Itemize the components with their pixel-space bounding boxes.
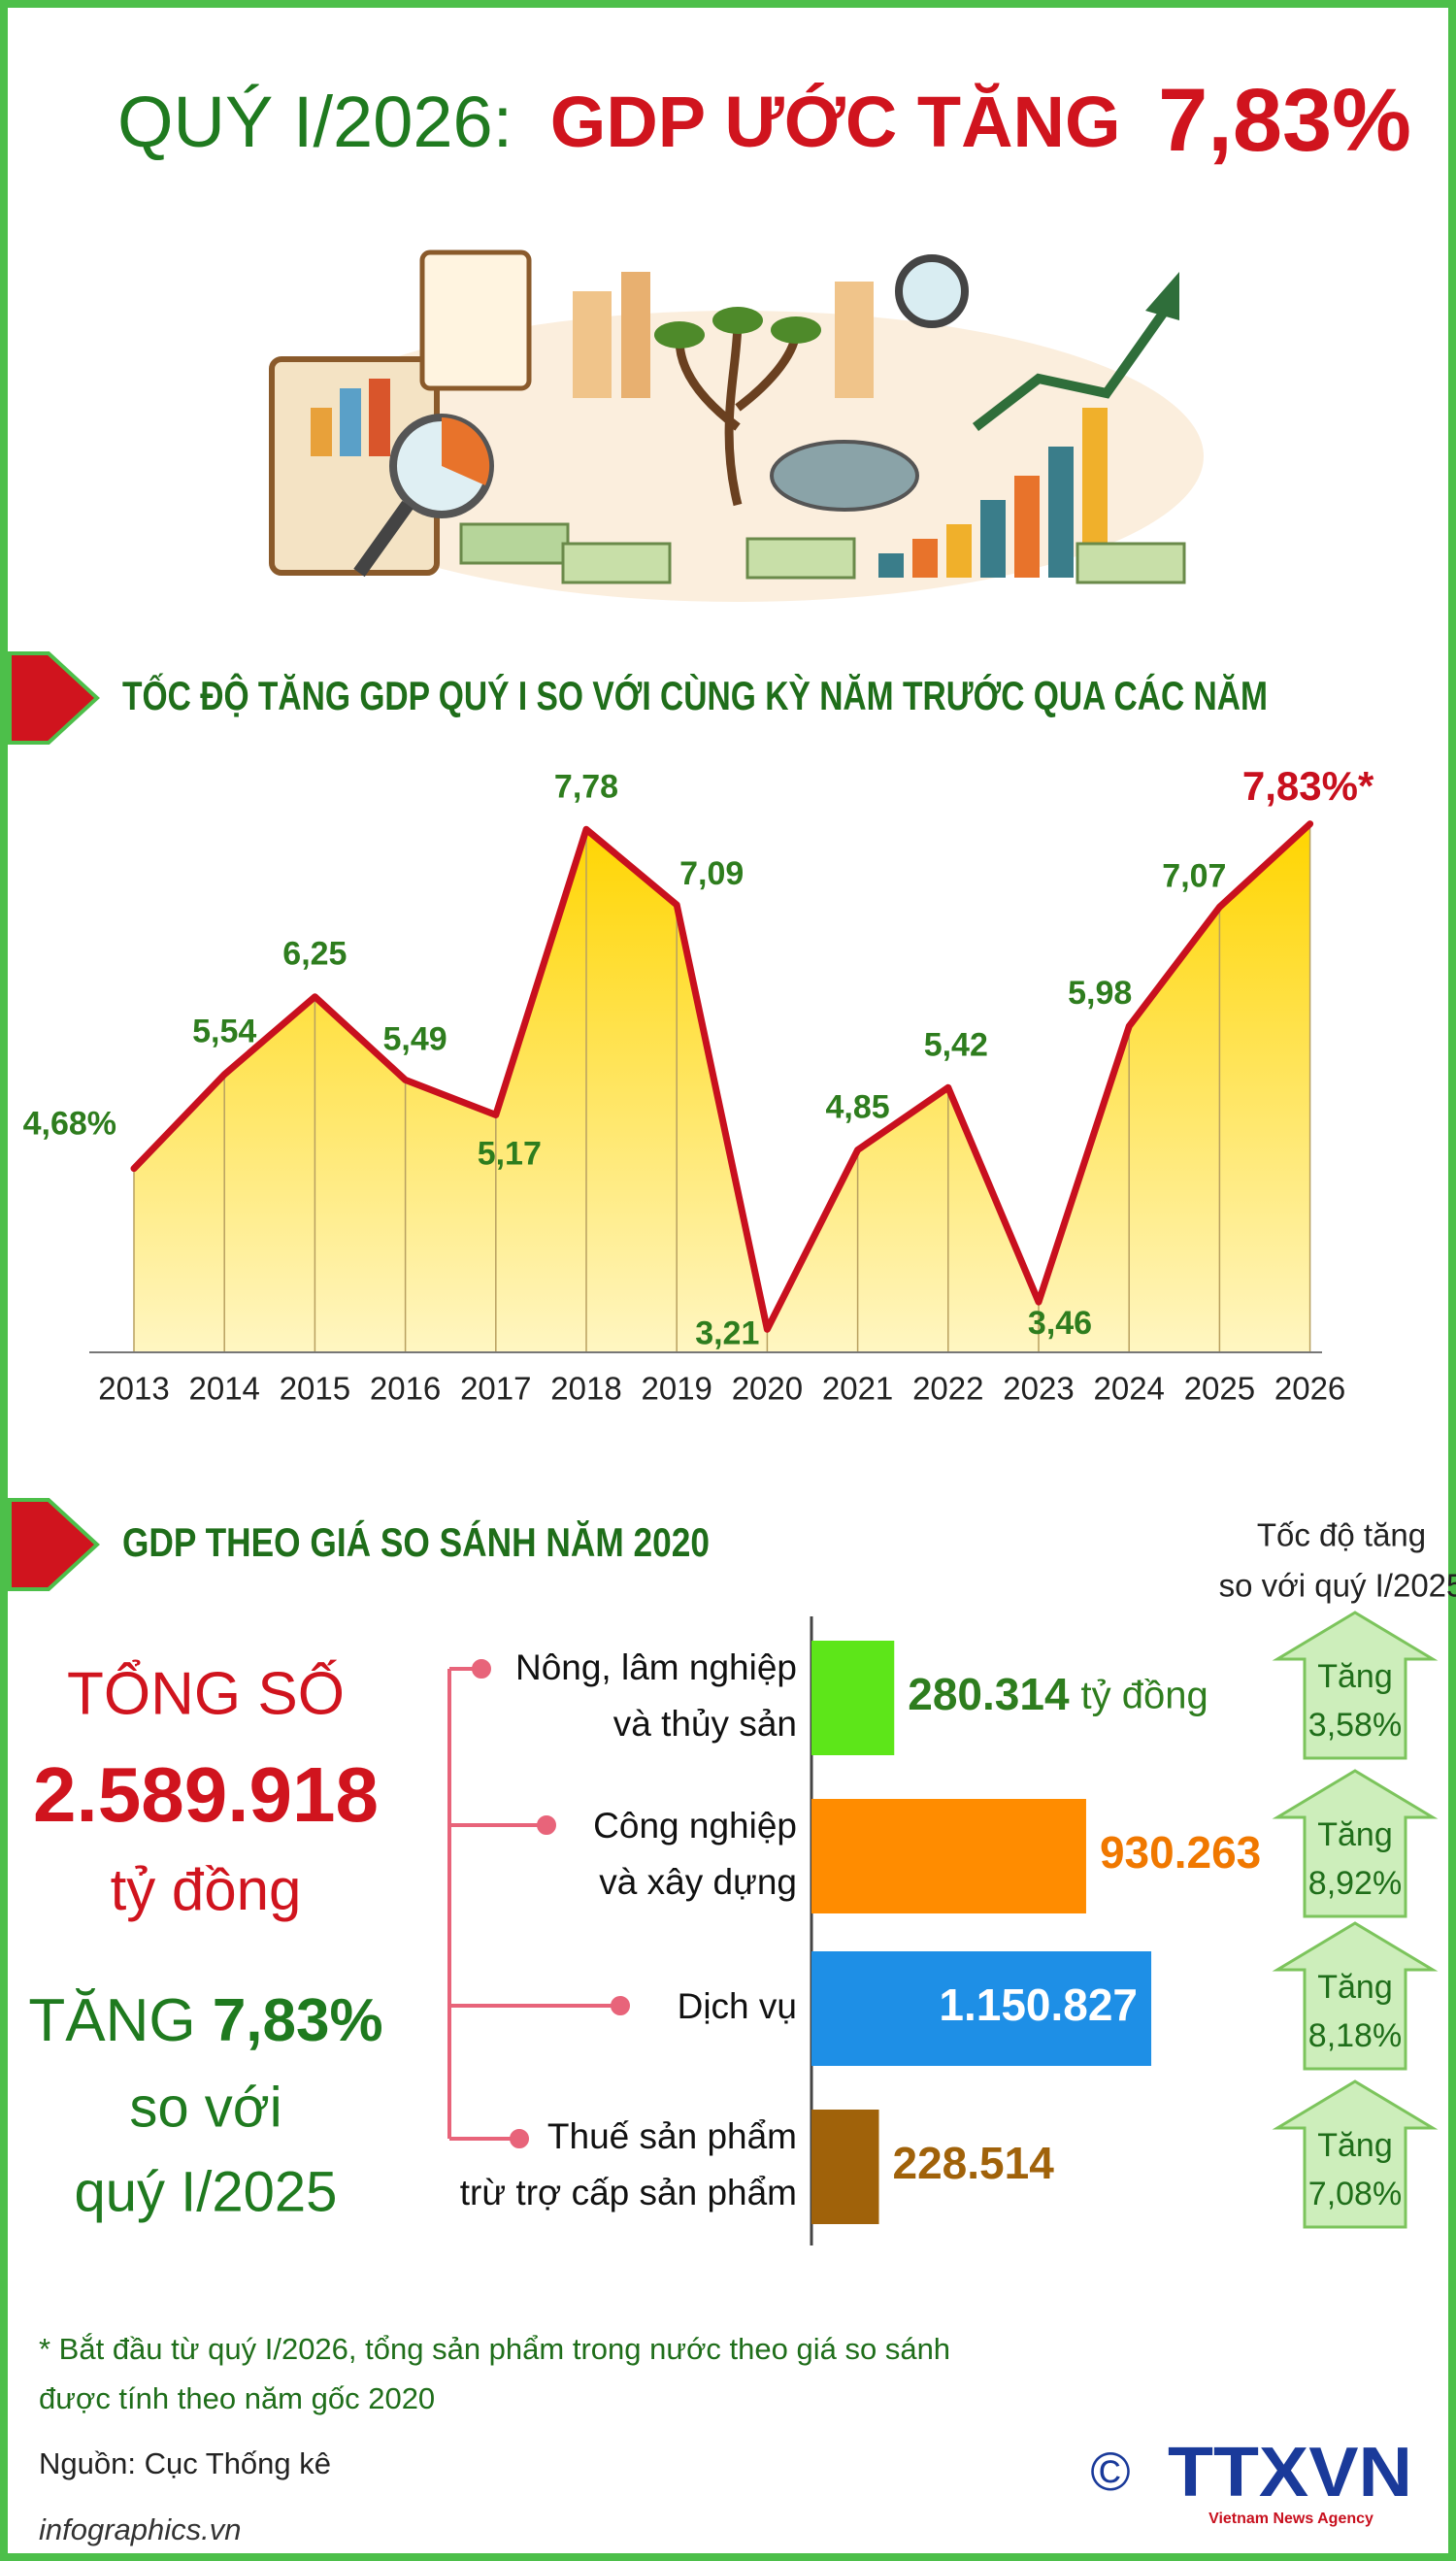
logo: TTXVN	[1168, 2434, 1412, 2511]
growth-title: so với quý I/2025	[1219, 1568, 1456, 1604]
section-marker	[8, 651, 100, 745]
section-title: TỐC ĐỘ TĂNG GDP QUÝ I SO VỚI CÙNG KỲ NĂM…	[122, 672, 1268, 718]
section-title: GDP THEO GIÁ SO SÁNH NĂM 2020	[122, 1519, 710, 1565]
x-tick-label: 2023	[1003, 1371, 1074, 1407]
value-label: 5,42	[924, 1026, 988, 1063]
x-tick-label: 2026	[1274, 1371, 1345, 1407]
x-tick-label: 2020	[732, 1371, 803, 1407]
value-label: 930.263	[1100, 1827, 1261, 1878]
website: infographics.vn	[39, 2512, 242, 2546]
growth-value: 7,08%	[1308, 2176, 1402, 2212]
value-label: 228.514	[893, 2138, 1055, 2188]
category-label: Dịch vụ	[678, 1986, 797, 2026]
total-value: 2.589.918	[33, 1751, 379, 1838]
bar-chart: Nông, lâm nghiệp và thủy sản 280.314 tỷ đồn…	[460, 1611, 1439, 2229]
footnote: * Bắt đầu từ quý I/2026, tổng sản phẩm t…	[39, 2332, 950, 2366]
value-label: 6,25	[282, 936, 347, 973]
growth-word: TĂNG	[28, 1987, 195, 2054]
title: QUÝ I/2026: GDP ƯỚC TĂNG 7,83%	[117, 71, 1411, 170]
category-label: Công nghiệp	[593, 1806, 797, 1846]
bar	[811, 2110, 879, 2224]
bar	[811, 1799, 1086, 1913]
bar	[811, 1951, 1152, 2066]
growth-title: Tốc độ tăng	[1257, 1517, 1426, 1553]
title-part: GDP ƯỚC TĂNG	[550, 82, 1121, 162]
value-label: 5,98	[1068, 975, 1132, 1012]
value-label: 5,17	[478, 1135, 542, 1172]
value-label: 7,09	[679, 855, 744, 892]
value-label: 3,46	[1028, 1305, 1092, 1342]
source: Nguồn: Cục Thống kê	[39, 2446, 331, 2480]
growth-word: Tăng	[1317, 2127, 1393, 2164]
category-label: và thủy sản	[613, 1704, 797, 1744]
unit-label: tỷ đồng	[1081, 1675, 1208, 1717]
value-label: 7,07	[1162, 857, 1226, 894]
x-tick-label: 2017	[460, 1371, 531, 1407]
value-label: 7,78	[554, 768, 618, 805]
total-label: TỔNG SỐ	[67, 1659, 345, 1727]
value-label: 5,49	[383, 1020, 447, 1057]
value-label: 3,21	[695, 1314, 759, 1351]
x-tick-label: 2024	[1093, 1371, 1164, 1407]
value-label: 280.314	[908, 1669, 1070, 1719]
compare: so với	[129, 2076, 281, 2139]
agency: Vietnam News Agency	[1208, 2511, 1373, 2527]
growth-line: TĂNG 7,83%	[28, 1987, 382, 2054]
x-tick-label: 2018	[550, 1371, 621, 1407]
bracket	[447, 1659, 630, 2148]
section-marker	[8, 1498, 100, 1591]
title-part: QUÝ I/2026:	[117, 82, 513, 162]
growth-value: 8,18%	[1308, 2017, 1402, 2054]
growth-arrow	[1272, 2079, 1439, 2229]
category-label: Thuế sản phẩm	[547, 2116, 797, 2156]
growth-word: Tăng	[1317, 1816, 1393, 1853]
value-label: 1.150.827	[939, 1979, 1138, 2030]
total-unit: tỷ đồng	[111, 1857, 302, 1922]
growth-value: 3,58%	[1308, 1707, 1402, 1744]
x-tick-label: 2014	[188, 1371, 259, 1407]
growth-arrow	[1272, 1921, 1439, 2071]
category-label: trừ trợ cấp sản phẩm	[460, 2173, 797, 2212]
category-label: và xây dựng	[599, 1862, 797, 1902]
category-label: Nông, lâm nghiệp	[515, 1647, 797, 1687]
value-label: 5,54	[192, 1014, 256, 1050]
x-tick-label: 2022	[912, 1371, 983, 1407]
x-tick-label: 2013	[98, 1371, 169, 1407]
illustration	[269, 249, 1204, 602]
x-tick-label: 2025	[1184, 1371, 1255, 1407]
growth-value: 7,83%	[213, 1987, 383, 2054]
copyright: ©	[1090, 2441, 1130, 2502]
title-part: 7,83%	[1158, 71, 1411, 170]
x-tick-label: 2019	[641, 1371, 711, 1407]
value-label: 4,85	[826, 1088, 890, 1125]
bar	[811, 1641, 895, 1755]
summary: TỔNG SỐ 2.589.918 tỷ đồng TĂNG 7,83% so …	[28, 1659, 382, 2223]
growth-value: 8,92%	[1308, 1865, 1402, 1902]
footnote: được tính theo năm gốc 2020	[39, 2381, 435, 2415]
compare: quý I/2025	[75, 2160, 338, 2223]
value-label: 7,83%*	[1242, 763, 1374, 809]
x-tick-label: 2016	[370, 1371, 441, 1407]
x-tick-label: 2015	[280, 1371, 350, 1407]
growth-word: Tăng	[1317, 1658, 1393, 1695]
growth-arrow	[1272, 1769, 1439, 1918]
growth-arrow	[1272, 1611, 1439, 1760]
value-label: 4,68%	[23, 1106, 116, 1143]
growth-word: Tăng	[1317, 1969, 1393, 2006]
area-chart: 2013 4,68% 2014 5,54 2015 6,25 2016 5,49 2017 5,1…	[23, 763, 1374, 1407]
line	[130, 820, 1314, 1333]
x-tick-label: 2021	[822, 1371, 893, 1407]
area	[134, 823, 1310, 1352]
